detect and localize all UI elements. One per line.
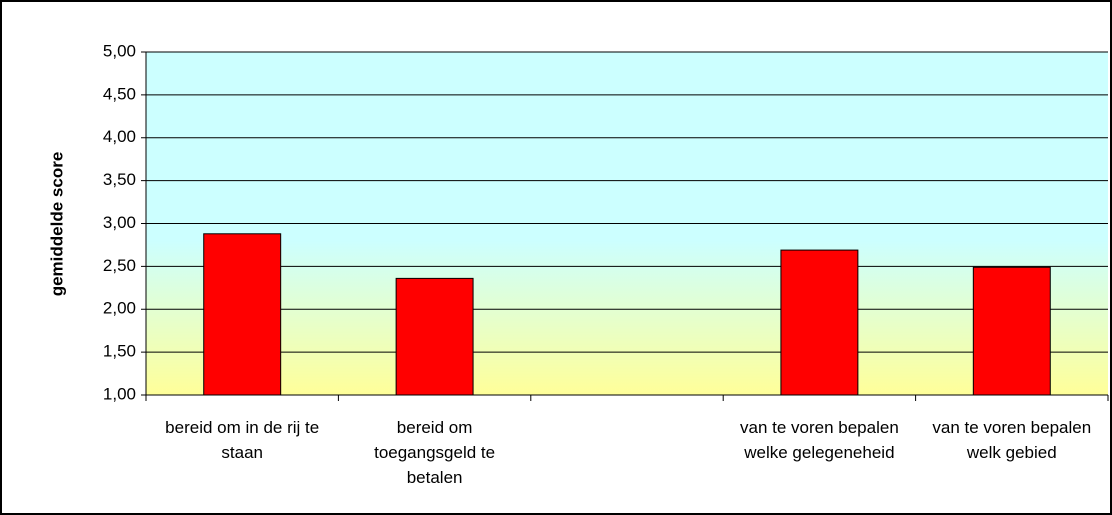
y-tick-label: 2,50 [103,256,136,275]
x-tick-label: van te voren bepalen welke gelegeneheid [739,418,899,462]
y-tick-label: 4,50 [103,84,136,103]
x-tick-label: bereid om in de rij te staan [165,418,320,462]
bar [203,233,282,396]
x-tick-label: van te voren bepalen welk gebied [932,418,1092,462]
y-tick-label: 1,50 [103,342,136,361]
y-tick-label: 1,00 [103,384,136,403]
bar [972,266,1051,396]
x-tick-label: bereid om toegangsgeld te betalen [374,418,496,487]
bar [780,249,859,396]
y-axis-label: gemiddelde score [47,152,66,297]
y-tick-label: 3,00 [103,213,136,232]
bar [395,277,474,396]
y-tick-label: 3,50 [103,170,136,189]
y-tick-label: 5,00 [103,41,136,60]
y-tick-label: 2,00 [103,299,136,318]
y-tick-label: 4,00 [103,127,136,146]
